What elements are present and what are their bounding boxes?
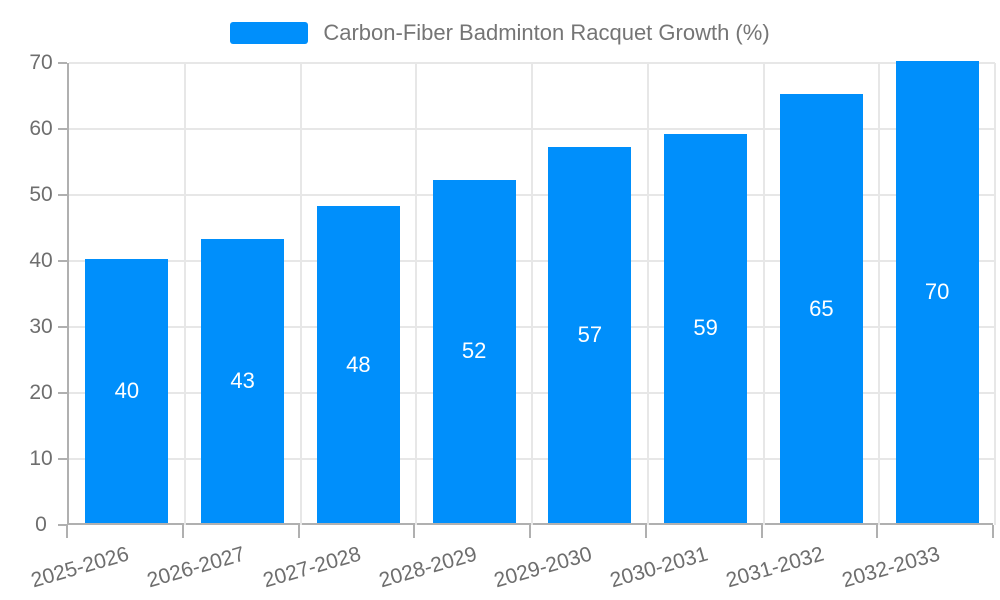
bar-value-label: 57 — [577, 321, 603, 347]
x-axis-tick — [181, 525, 184, 538]
y-axis-tick — [58, 524, 67, 526]
y-axis-tick — [58, 392, 67, 394]
bar-value-label: 43 — [230, 368, 255, 394]
y-tick-label: 20 — [29, 381, 53, 404]
x-axis-tick — [413, 525, 416, 538]
bar-value-label: 40 — [114, 378, 140, 403]
x-axis-tick — [992, 525, 994, 538]
y-tick-label: 10 — [29, 447, 53, 470]
gridline-v — [183, 63, 186, 525]
gridline-v — [415, 63, 418, 525]
gridline-v — [531, 63, 533, 525]
y-tick-label: 0 — [35, 513, 47, 536]
x-tick-label: 2029-2030 — [492, 542, 595, 593]
y-tick-label: 40 — [29, 249, 53, 272]
y-axis-tick — [58, 194, 67, 196]
y-axis-tick — [58, 326, 67, 328]
bar[interactable]: 70 — [895, 61, 979, 523]
legend[interactable]: Carbon-Fiber Badminton Racquet Growth (%… — [0, 20, 1000, 46]
y-tick-label: 70 — [29, 51, 53, 74]
y-tick-label: 30 — [29, 315, 53, 338]
gridline-v — [646, 63, 649, 525]
y-axis-tick — [58, 128, 67, 130]
y-tick-label: 60 — [29, 117, 53, 140]
bar[interactable]: 48 — [316, 206, 400, 523]
x-axis-tick — [644, 525, 647, 538]
plot-area: 40 43 48 52 57 59 65 70 — [67, 61, 996, 525]
bar[interactable]: 52 — [432, 179, 516, 523]
bar-value-label: 59 — [693, 315, 718, 341]
x-tick-label: 2030-2031 — [607, 542, 711, 593]
x-tick-label: 2025-2026 — [29, 542, 132, 593]
x-axis-tick — [529, 525, 531, 538]
legend-marker-icon — [230, 22, 309, 44]
x-tick-label: 2032-2033 — [839, 542, 943, 593]
x-axis-tick — [760, 525, 763, 538]
x-tick-label: 2026-2027 — [144, 542, 248, 593]
x-tick-label: 2027-2028 — [260, 542, 364, 593]
bar[interactable]: 40 — [85, 259, 169, 523]
bar[interactable]: 57 — [548, 146, 632, 523]
y-tick-label: 50 — [29, 183, 53, 206]
x-tick-label: 2028-2029 — [376, 542, 480, 593]
bar[interactable]: 59 — [664, 133, 748, 523]
bar-value-label: 65 — [809, 295, 834, 321]
gridline-v — [994, 63, 996, 525]
gridline-v — [762, 63, 765, 525]
x-tick-label: 2031-2032 — [723, 542, 827, 593]
x-axis-tick — [297, 525, 300, 538]
bar[interactable]: 43 — [201, 239, 285, 523]
y-axis-tick — [58, 458, 67, 460]
y-axis-tick — [58, 260, 67, 262]
x-axis-tick — [66, 525, 68, 538]
gridline-v — [299, 63, 302, 525]
bar[interactable]: 65 — [779, 94, 863, 523]
y-axis-tick — [58, 62, 67, 64]
bar-value-label: 48 — [346, 351, 371, 377]
bar-value-label: 70 — [924, 279, 950, 304]
gridline-v — [878, 63, 881, 525]
bar-value-label: 52 — [461, 338, 487, 364]
x-axis-tick — [876, 525, 879, 538]
legend-label: Carbon-Fiber Badminton Racquet Growth (%… — [323, 20, 770, 45]
